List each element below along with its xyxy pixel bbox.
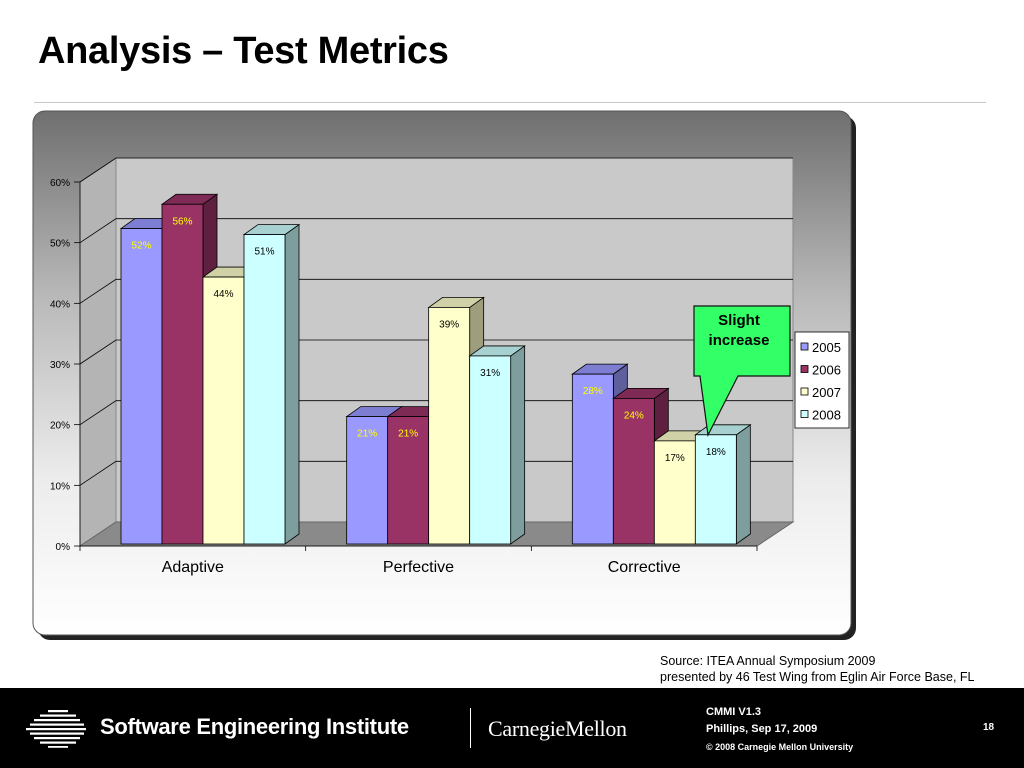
bar-side — [735, 424, 751, 545]
bar-front — [694, 434, 737, 545]
legend-swatch — [800, 387, 809, 396]
cmu-wordmark: CarnegieMellon — [488, 716, 627, 741]
data-label: 21% — [398, 429, 418, 440]
callout-line2: increase — [709, 332, 770, 349]
source-line-1: Source: ITEA Annual Symposium 2009 — [660, 654, 876, 668]
bar-front — [161, 203, 204, 545]
callout-bubble — [693, 305, 791, 437]
data-label: 52% — [131, 241, 151, 252]
legend-swatch — [800, 342, 809, 351]
gridline — [79, 339, 793, 365]
y-tick-label: 30% — [50, 360, 70, 371]
chart-legend: 2005 2006 2007 2008 — [794, 331, 850, 429]
data-label: 17% — [665, 453, 685, 464]
bar-front — [469, 355, 512, 545]
bar-side — [510, 345, 526, 545]
data-label: 44% — [213, 289, 233, 300]
y-tick-label: 0% — [56, 542, 71, 553]
gridline — [79, 278, 793, 304]
data-label: 31% — [480, 368, 500, 379]
footer-copyright: © 2008 Carnegie Mellon University — [706, 742, 854, 752]
data-label: 28% — [583, 386, 603, 397]
legend-label: 2005 — [812, 340, 841, 355]
category-label: Adaptive — [162, 559, 224, 576]
data-label: 21% — [357, 429, 377, 440]
bar-front — [346, 416, 389, 545]
source-line-2: presented by 46 Test Wing from Eglin Air… — [660, 670, 975, 684]
bar-chart: 0% 10% 20% 30% 40% 50% 60% Adaptive Perfective Co… — [32, 110, 856, 640]
y-tick-label: 40% — [50, 299, 70, 310]
gridline — [79, 157, 793, 183]
legend-label: 2008 — [812, 408, 841, 423]
legend-swatch — [800, 410, 809, 418]
bar-front — [120, 228, 163, 545]
bar-2008-perfective: 31% — [468, 345, 526, 545]
data-label: 39% — [439, 319, 459, 330]
bar-front — [387, 416, 430, 545]
y-tick-label: 20% — [50, 421, 70, 432]
bar-front — [653, 440, 696, 545]
y-tick-label: 50% — [50, 239, 70, 250]
category-label: Perfective — [383, 559, 454, 576]
page-number: 18 — [983, 722, 995, 733]
callout-line1: Slight — [718, 312, 760, 329]
gridline — [79, 460, 793, 486]
slight-increase-callout: Slight increase — [693, 305, 791, 437]
data-label: 18% — [706, 447, 726, 458]
legend-label: 2006 — [812, 363, 841, 378]
footer-divider — [470, 708, 471, 748]
bar-2008-adaptive: 51% — [242, 223, 301, 545]
gridline — [79, 400, 793, 425]
footer-presenter: Phillips, Sep 17, 2009 — [706, 723, 818, 735]
bar-front — [243, 234, 286, 545]
bar-front — [612, 397, 655, 545]
bar-2008-corrective: 18% — [694, 424, 752, 545]
y-tick-label: 60% — [50, 178, 70, 189]
footer-version: CMMI V1.3 — [706, 706, 762, 718]
data-label: 24% — [624, 410, 644, 421]
data-label: 51% — [254, 247, 274, 258]
bar-front — [428, 306, 471, 545]
y-tick-label: 10% — [50, 481, 70, 492]
data-label: 56% — [172, 216, 192, 227]
title-divider — [34, 102, 986, 103]
chart-panel: 0% 10% 20% 30% 40% 50% 60% Adaptive Perfective Co… — [32, 110, 858, 642]
slide-title: Analysis – Test Metrics — [38, 30, 449, 72]
category-label: Corrective — [608, 559, 681, 576]
footer-bar: Software Engineering Institute CarnegieM… — [0, 688, 1024, 768]
sei-wordmark: Software Engineering Institute — [100, 714, 409, 739]
bar-side — [284, 223, 300, 545]
source-note: Source: ITEA Annual Symposium 2009 prese… — [660, 653, 975, 685]
legend-label: 2007 — [812, 385, 841, 400]
bar-front — [571, 373, 614, 545]
gridline — [79, 218, 793, 243]
bar-front — [202, 276, 245, 545]
legend-swatch — [800, 365, 809, 373]
sei-logo-icon — [26, 710, 86, 748]
